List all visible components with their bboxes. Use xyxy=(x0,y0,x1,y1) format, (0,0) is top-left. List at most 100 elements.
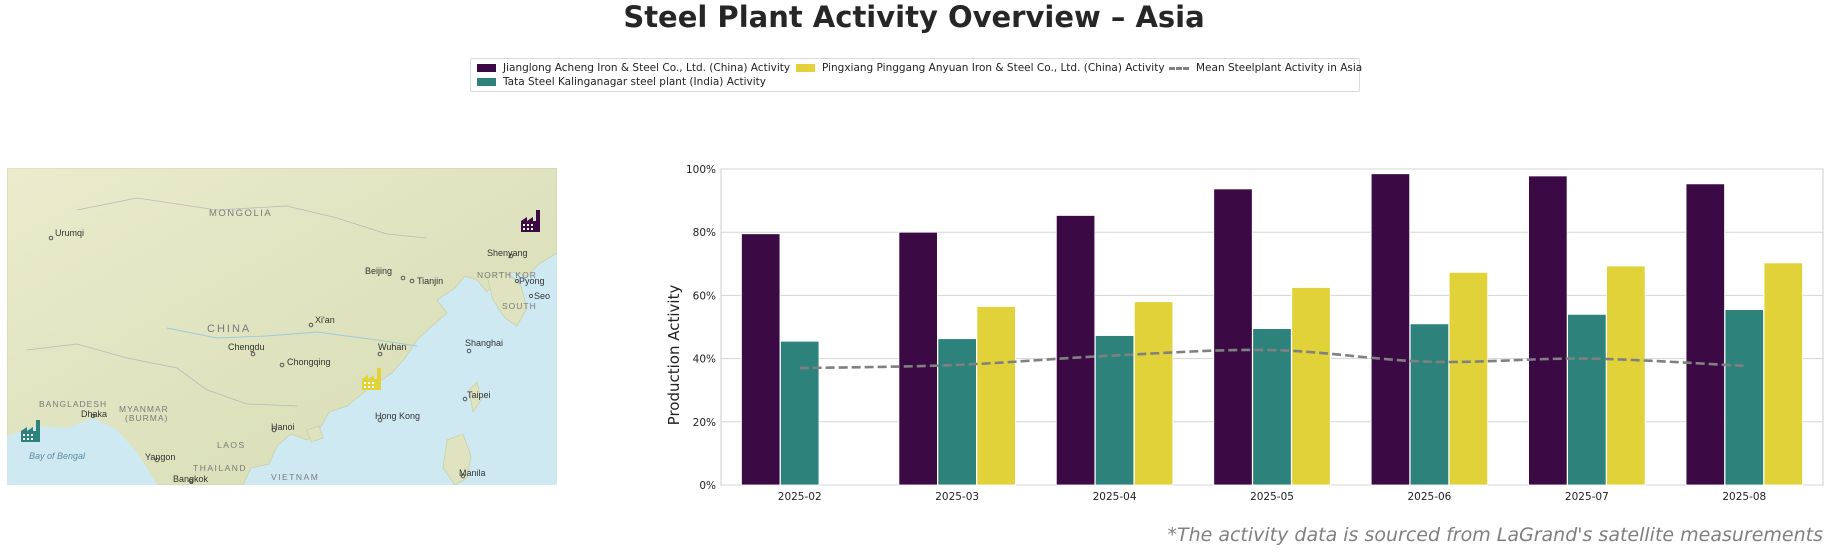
bar xyxy=(741,233,781,486)
bar xyxy=(937,338,977,486)
map-border-mongolia xyxy=(76,197,428,239)
map-label-wuhan: Wuhan xyxy=(378,342,406,352)
legend-swatch-tata xyxy=(477,78,496,86)
map-dot-bangkok xyxy=(188,478,194,484)
mean-activity-line xyxy=(799,348,1745,370)
map-dot-hong-kong xyxy=(377,417,383,423)
bar xyxy=(1685,183,1725,486)
map-taiwan xyxy=(468,381,482,414)
bar xyxy=(1448,271,1489,486)
bar xyxy=(1370,173,1411,486)
bar xyxy=(898,231,938,486)
map-label-dhaka: Dhaka xyxy=(81,409,107,419)
map-label-bay-of-bengal: Bay of Bengal xyxy=(29,451,86,461)
y-tick-label: 60% xyxy=(693,290,716,302)
bar xyxy=(1763,262,1803,486)
legend-item-tata: Tata Steel Kalinganagar steel plant (Ind… xyxy=(477,76,766,88)
asia-map: MONGOLIA Urumqi Shenyang Beijing Tianjin… xyxy=(7,168,557,485)
map-label-yangon: Yangon xyxy=(145,452,175,462)
bar xyxy=(1724,309,1764,486)
bar xyxy=(976,306,1016,486)
footnote: *The activity data is sourced from LaGra… xyxy=(1167,524,1823,546)
bar xyxy=(1133,301,1174,486)
y-tick-label: 80% xyxy=(693,227,716,239)
map-dot-urumqi xyxy=(48,235,54,241)
legend-label-mean: Mean Steelplant Activity in Asia xyxy=(1196,62,1363,74)
x-tick-label: 2025-02 xyxy=(778,491,822,503)
map-dot-hanoi xyxy=(271,427,277,433)
map-dot-yangon xyxy=(154,457,160,463)
map-dot-taipei xyxy=(462,396,468,402)
bar xyxy=(1055,215,1096,486)
map-hainan xyxy=(306,425,324,443)
legend-swatch-jianglong xyxy=(477,64,496,72)
page-title: Steel Plant Activity Overview – Asia xyxy=(623,0,1205,34)
legend-swatch-pingxiang xyxy=(796,64,815,72)
map-label-xian: Xi'an xyxy=(315,315,335,325)
legend-label-tata: Tata Steel Kalinganagar steel plant (Ind… xyxy=(503,76,766,88)
map-label-seoul: Seo xyxy=(534,291,550,301)
map-dot-shanghai xyxy=(466,348,472,354)
bar xyxy=(1291,287,1331,486)
map-dot-tianjin xyxy=(409,278,415,284)
x-tick-label: 2025-07 xyxy=(1565,491,1609,503)
chart-legend: Jianglong Acheng Iron & Steel Co., Ltd. … xyxy=(470,58,1362,92)
map-label-manila: Manila xyxy=(459,468,486,478)
map-land xyxy=(7,168,557,485)
map-dot-seoul xyxy=(528,293,534,299)
map-dot-pyongyang xyxy=(514,278,520,284)
map-label-china: CHINA xyxy=(207,323,251,335)
map-luzon xyxy=(442,433,472,485)
map-korea xyxy=(486,271,528,327)
y-tick-label: 0% xyxy=(699,480,716,492)
map-label-myanmar: MYANMAR xyxy=(119,404,169,414)
bar xyxy=(1094,335,1135,486)
map-river-yangtze xyxy=(166,327,418,347)
bar xyxy=(780,340,820,486)
bar xyxy=(1567,313,1607,486)
map-bay-of-bengal xyxy=(7,418,157,485)
bar xyxy=(1409,323,1450,486)
legend-label-jianglong: Jianglong Acheng Iron & Steel Co., Ltd. … xyxy=(503,62,791,74)
legend-item-jianglong: Jianglong Acheng Iron & Steel Co., Ltd. … xyxy=(477,62,790,74)
legend-swatch-mean xyxy=(1169,66,1189,70)
map-label-chengdu: Chengdu xyxy=(228,342,265,352)
y-tick-label: 20% xyxy=(693,417,716,429)
x-tick-label: 2025-06 xyxy=(1407,491,1451,503)
map-label-taipei: Taipei xyxy=(467,390,491,400)
activity-bar-chart: 0% 20% 40% 60% 80% 100% 2025-02 2025-03 2025-04 2… xyxy=(665,164,1824,503)
map-label-tianjin: Tianjin xyxy=(417,276,443,286)
map-label-chongqing: Chongqing xyxy=(287,357,331,367)
x-tick-label: 2025-03 xyxy=(935,491,979,503)
map-dot-beijing xyxy=(400,275,406,281)
bar xyxy=(1213,188,1253,486)
bar xyxy=(1606,265,1646,486)
map-label-south-korea: SOUTH xyxy=(502,301,537,311)
map-dot-dhaka xyxy=(90,413,96,419)
y-tick-label: 40% xyxy=(693,354,716,366)
map-dot-chengdu xyxy=(250,351,256,357)
y-tick-label: 100% xyxy=(686,164,716,176)
x-tick-label: 2025-08 xyxy=(1722,491,1766,503)
map-label-pyongyang: Pyong xyxy=(519,276,545,286)
x-tick-label: 2025-04 xyxy=(1093,491,1137,503)
factory-icon xyxy=(362,368,381,390)
map-border-south xyxy=(26,343,298,407)
map-label-shenyang: Shenyang xyxy=(487,248,528,258)
map-label-burma: (BURMA) xyxy=(125,413,168,423)
map-label-beijing: Beijing xyxy=(365,266,392,276)
factory-icon xyxy=(521,210,540,232)
map-label-vietnam: VIETNAM xyxy=(271,472,319,482)
map-dot-shenyang xyxy=(508,253,514,259)
y-axis-label: Production Activity xyxy=(665,285,683,426)
legend-label-pingxiang: Pingxiang Pinggang Anyuan Iron & Steel C… xyxy=(822,62,1165,74)
legend-item-pingxiang: Pingxiang Pinggang Anyuan Iron & Steel C… xyxy=(796,62,1165,74)
legend-item-mean: Mean Steelplant Activity in Asia xyxy=(1169,62,1362,74)
x-tick-label: 2025-05 xyxy=(1250,491,1294,503)
map-label-thailand: THAILAND xyxy=(193,463,247,473)
map-label-mongolia: MONGOLIA xyxy=(209,208,272,219)
map-label-bangladesh: BANGLADESH xyxy=(39,399,107,409)
map-label-north-korea: NORTH KOR xyxy=(477,270,537,280)
map-label-shanghai: Shanghai xyxy=(465,338,503,348)
map-label-urumqi: Urumqi xyxy=(55,228,84,238)
